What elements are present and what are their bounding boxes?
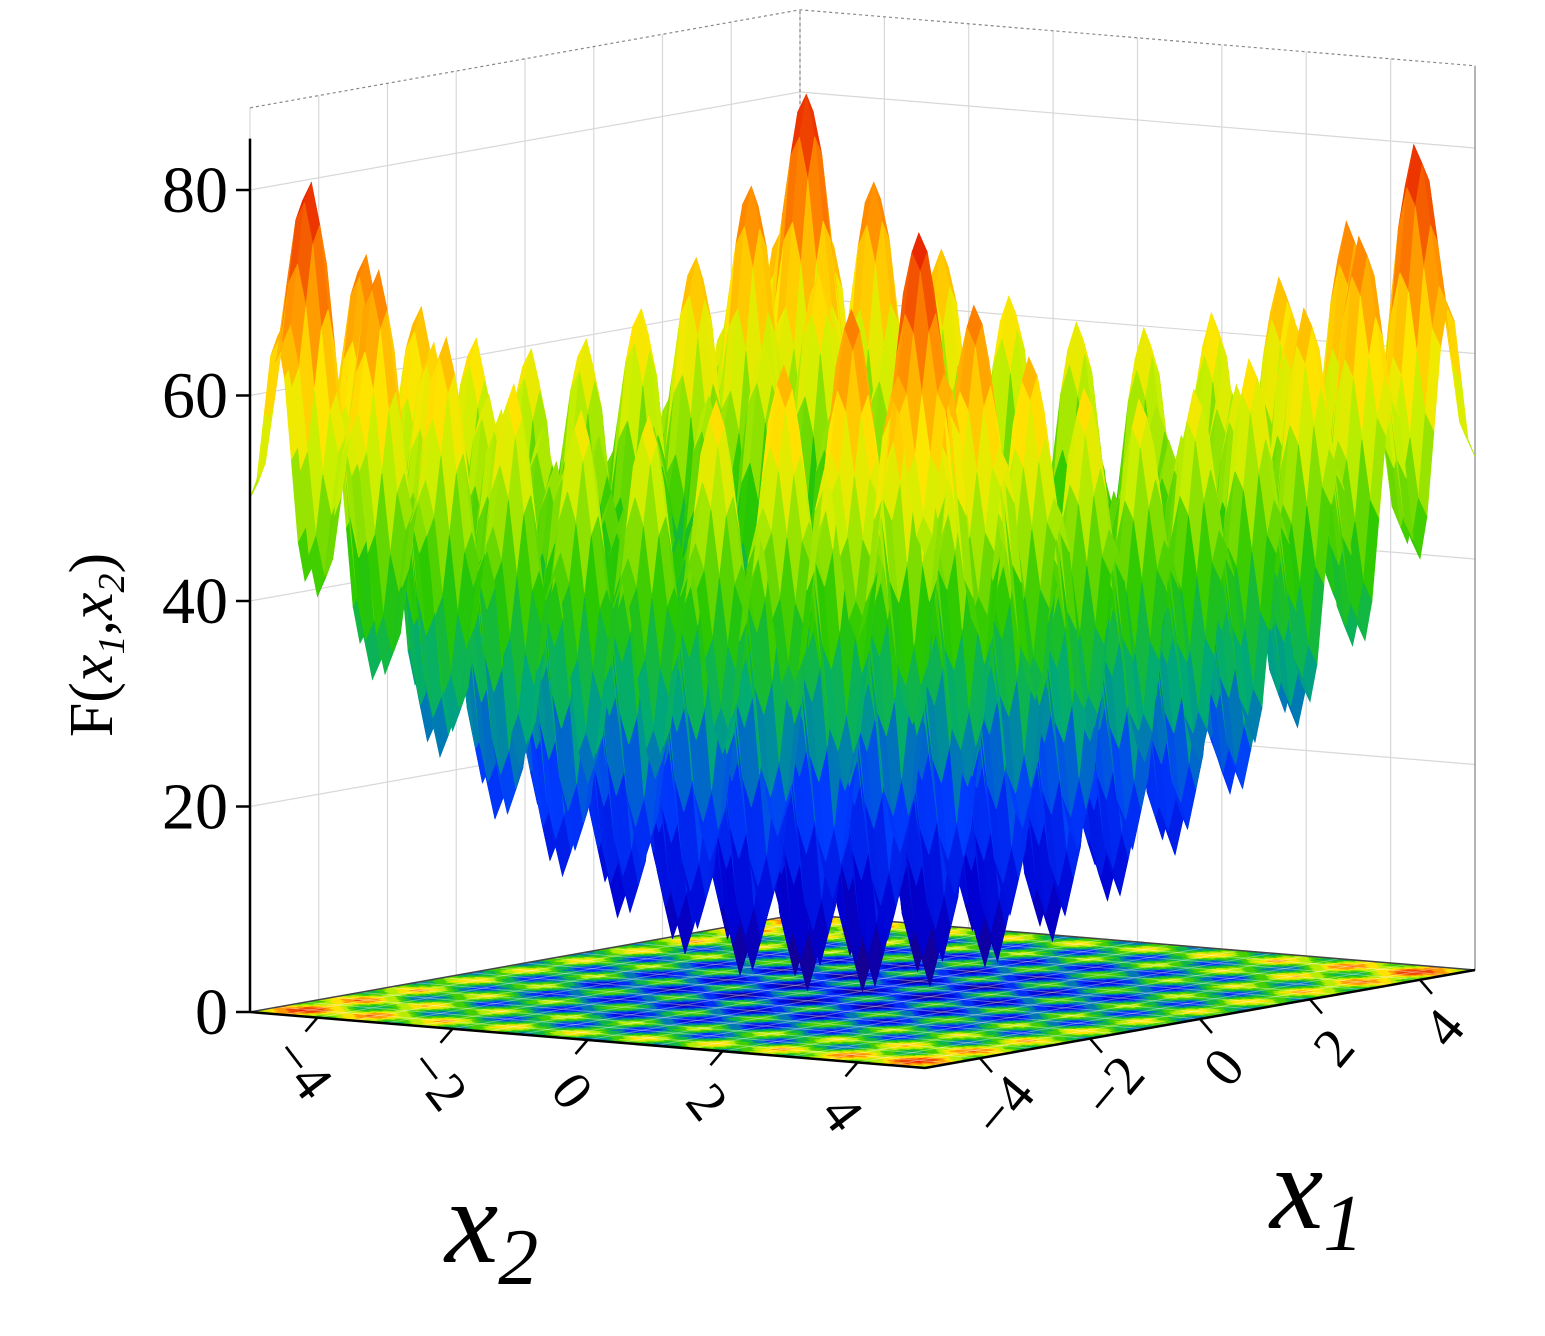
- x2-tick: [574, 1039, 589, 1055]
- x2-tick: [304, 1016, 319, 1033]
- floor-grid-line: [552, 957, 1228, 1015]
- x1-axis-title: x1: [1268, 1121, 1363, 1268]
- floor-grid-line: [891, 966, 1442, 1066]
- floor-grid-line: [662, 938, 1338, 995]
- x2-tick: [709, 1050, 724, 1067]
- floor-grid-line: [317, 919, 868, 1019]
- x1-tick: [1309, 998, 1323, 1015]
- x2-tick-label: −4: [259, 1026, 344, 1111]
- floor-grid-line: [654, 947, 1206, 1047]
- floor-grid-line: [621, 944, 1172, 1044]
- z-tick-label: 60: [162, 360, 228, 433]
- x1-tick-label: 4: [1411, 998, 1477, 1059]
- wall-top-edge: [249, 9, 1476, 109]
- z-tick-label: 80: [162, 154, 228, 227]
- floor-grid-line: [823, 961, 1374, 1061]
- floor-grid-line: [277, 1006, 953, 1064]
- x2-tick-label: 4: [809, 1084, 875, 1144]
- floor-grid-line: [553, 938, 1104, 1038]
- x2-tick: [439, 1027, 454, 1044]
- floor-grid-line: [634, 942, 1311, 1000]
- x1-tick-label: 0: [1191, 1037, 1257, 1098]
- x2-tick-label: 0: [539, 1061, 605, 1121]
- floor-grid-line: [857, 963, 1408, 1063]
- x2-axis-title: x2: [443, 1155, 538, 1302]
- x2-tick-label: −2: [394, 1037, 479, 1122]
- floor-grid-line: [332, 996, 1008, 1054]
- floor-grid-line: [722, 952, 1273, 1052]
- floor-grid-line: [519, 935, 1071, 1035]
- x1-tick-label: −2: [1071, 1044, 1157, 1129]
- x2-tick: [844, 1061, 859, 1078]
- z-axis-title: F(x1,x2): [58, 553, 133, 737]
- x1-tick: [979, 1057, 993, 1074]
- floor-grid-line: [579, 952, 1256, 1010]
- z-tick-label: 0: [195, 976, 228, 1049]
- floor-grid-line: [359, 991, 1036, 1049]
- floor-grid-line: [717, 928, 1393, 986]
- floor-grid-line: [469, 972, 1146, 1030]
- floor-grid-line: [497, 967, 1173, 1025]
- z-tick-label: 40: [162, 565, 228, 638]
- floor-grid-line: [442, 977, 1118, 1035]
- x1-tick: [1419, 978, 1433, 995]
- floor-grid-line: [607, 947, 1283, 1005]
- floor-grid-line: [789, 958, 1341, 1058]
- floor-grid-line: [756, 955, 1307, 1055]
- x2-tick-label: 2: [674, 1072, 740, 1132]
- surface: [249, 93, 1476, 993]
- floor-grid-line: [384, 924, 936, 1024]
- floor-grid-line: [688, 949, 1239, 1049]
- x1-tick: [1089, 1037, 1103, 1054]
- x1-tick-label: −4: [961, 1064, 1047, 1149]
- z-tick-label: 20: [162, 771, 228, 844]
- floor-grid-line: [414, 982, 1091, 1040]
- x1-tick-label: 2: [1301, 1017, 1367, 1078]
- x1-tick: [1199, 1018, 1213, 1034]
- floor-grid-line: [304, 1001, 981, 1059]
- floor-grid-line: [387, 987, 1063, 1044]
